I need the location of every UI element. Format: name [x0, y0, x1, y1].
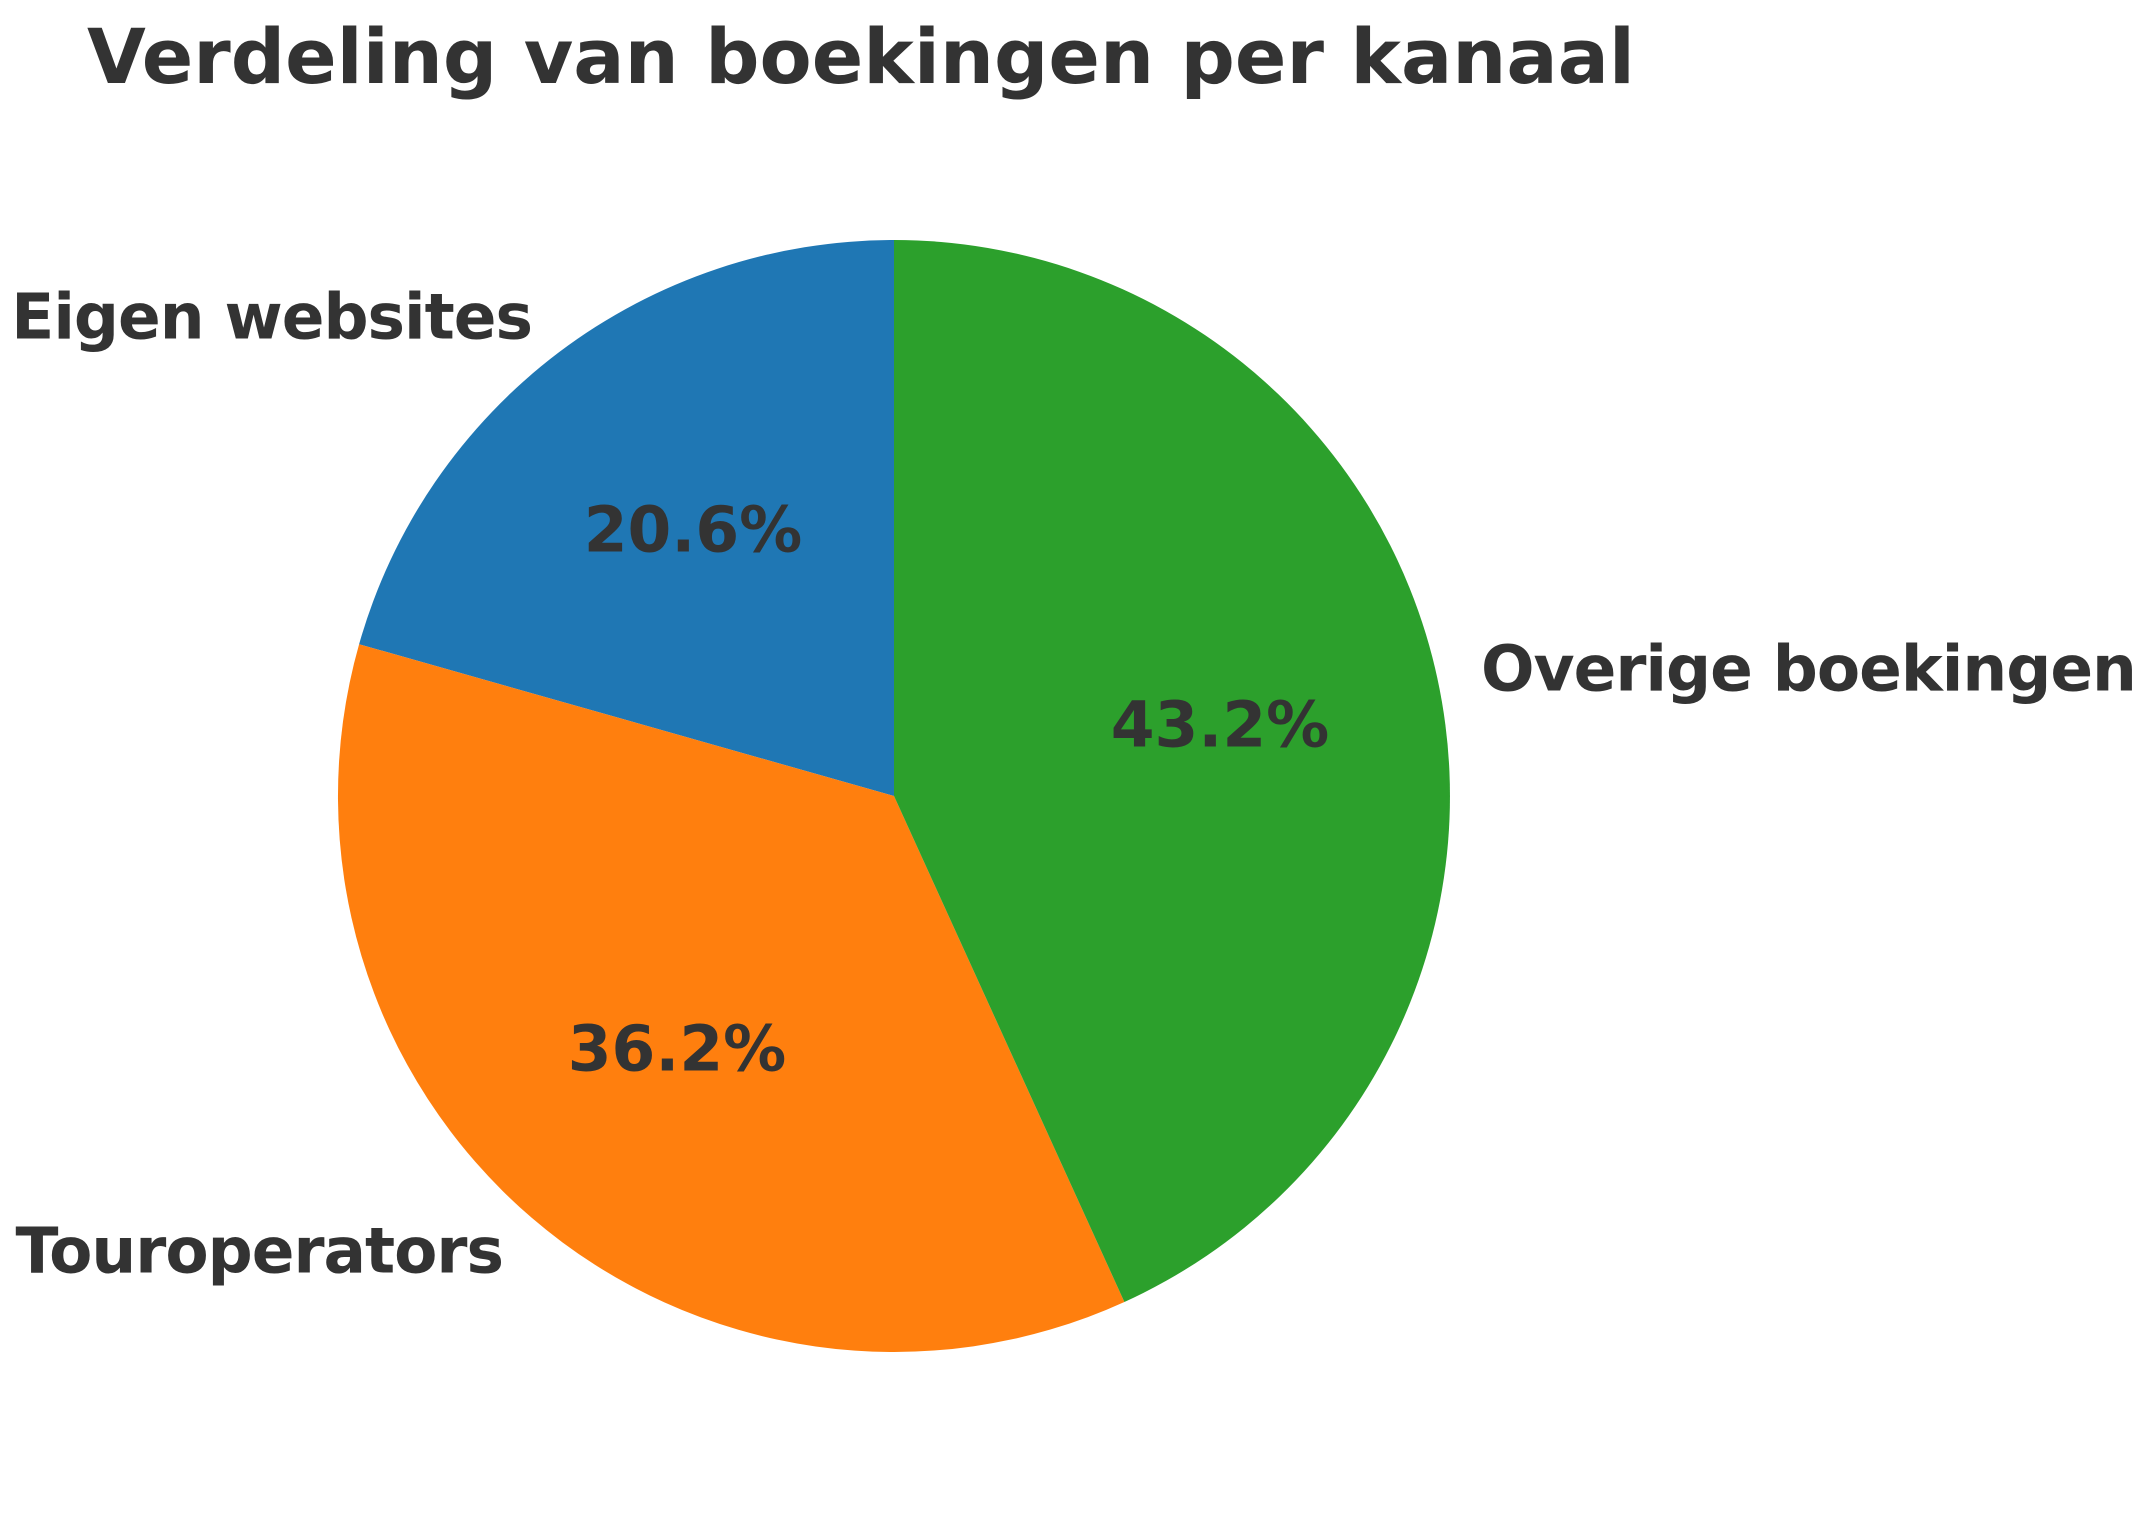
pie-slice-touroperators — [337, 644, 1125, 1352]
pie-slice-eigen-websites — [359, 240, 895, 796]
pct-label-eigen-websites: 20.6% — [583, 493, 803, 567]
pie-slice-overige-boekingen — [894, 240, 1450, 1302]
pct-label-touroperators: 36.2% — [567, 1012, 787, 1086]
chart-title: Verdeling van boekingen per kanaal — [87, 12, 1635, 101]
slice-label-eigen-websites: Eigen websites — [11, 280, 533, 354]
slice-label-touroperators: Touroperators — [15, 1214, 504, 1288]
pct-label-overige-boekingen: 43.2% — [1110, 688, 1330, 762]
slice-label-overige-boekingen: Overige boekingen — [1481, 632, 2137, 706]
